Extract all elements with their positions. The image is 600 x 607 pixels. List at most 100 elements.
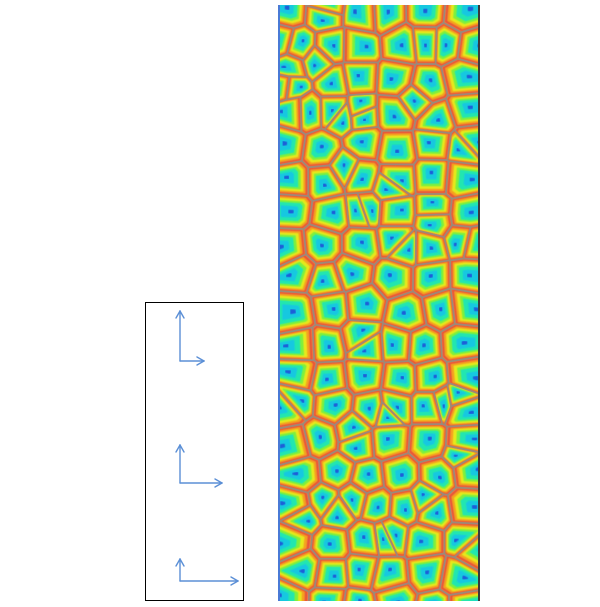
field-cell (372, 258, 413, 299)
field-cell (451, 193, 480, 227)
field-cell (303, 417, 338, 459)
field-cell (278, 390, 305, 428)
vertical-arrowhead-right (179, 558, 185, 567)
cell-boundary (349, 105, 380, 131)
field-cell (343, 62, 378, 95)
field-cell (309, 587, 346, 601)
field-cell (278, 125, 305, 165)
field-cell (344, 28, 381, 63)
field-cell (383, 292, 426, 331)
field-cell (344, 587, 375, 601)
field-cell (407, 554, 446, 593)
field-cell (278, 5, 306, 28)
cell-boundary (305, 5, 346, 17)
field-cell (278, 485, 309, 521)
field-cell (335, 411, 373, 442)
field-cell (345, 159, 380, 194)
cell-boundary (453, 124, 480, 160)
field-cell (311, 292, 348, 328)
field-cell (419, 457, 456, 495)
field-cell (278, 328, 313, 360)
field-cell (380, 22, 417, 64)
field-cell (450, 590, 480, 601)
cell-boundary (448, 589, 480, 601)
field-cell (371, 556, 409, 592)
cell-boundary (443, 224, 472, 262)
field-cell (372, 172, 411, 201)
cell-boundary (374, 400, 408, 428)
vertical-arrowhead-left (175, 444, 181, 453)
field-cell (413, 260, 450, 297)
field-cell (305, 6, 343, 32)
field-cell (311, 525, 350, 559)
field-cell (415, 358, 449, 392)
horizontal-arrowhead-top (196, 356, 205, 362)
field-cell (454, 453, 480, 489)
field-cell (278, 522, 311, 562)
horizontal-arrowhead-top (230, 576, 239, 582)
cell-boundary (302, 43, 337, 84)
field-cell (441, 324, 480, 362)
field-cell (445, 396, 480, 427)
field-cell (451, 289, 480, 326)
field-cell (303, 45, 335, 82)
field-cell (338, 431, 374, 462)
field-cell (414, 159, 448, 194)
field-cell (361, 487, 391, 523)
cell-boundary (373, 519, 400, 558)
cell-boundary (328, 145, 361, 191)
field-cell (287, 25, 316, 60)
field-cell (342, 127, 382, 160)
field-cell (413, 214, 452, 237)
field-cell (306, 5, 345, 15)
cellular-pattern-icon (278, 5, 480, 601)
field-cell (374, 521, 398, 557)
cell-boundary (409, 479, 446, 515)
field-cell (415, 193, 451, 215)
field-cell (376, 59, 415, 96)
field-cell (447, 383, 480, 406)
cell-boundary (452, 533, 480, 573)
cell-boundary (371, 170, 414, 202)
field-cell (444, 225, 471, 260)
field-cell (347, 519, 379, 557)
cell-boundary (278, 23, 295, 59)
axis-arrows-group (175, 310, 239, 586)
field-cell (352, 390, 382, 428)
field-cell (444, 522, 480, 557)
field-cell (449, 488, 480, 524)
field-cell (404, 522, 444, 559)
field-cell (346, 331, 383, 362)
field-cell (308, 482, 339, 519)
field-cell (307, 262, 344, 297)
field-cell (345, 193, 370, 228)
field-cell (375, 402, 405, 427)
cell-boundary (278, 388, 307, 430)
field-cell (435, 23, 461, 66)
field-cell (387, 229, 417, 267)
field-cell (278, 549, 319, 591)
field-cell (310, 194, 349, 234)
field-cell (300, 90, 322, 134)
field-cell (458, 27, 480, 65)
cell-boundary (339, 319, 384, 355)
field-cell (413, 27, 437, 64)
field-cell (377, 95, 415, 131)
field-cell (313, 325, 346, 363)
field-cell (304, 225, 342, 263)
cell-boundary (278, 96, 303, 133)
field-cell (346, 553, 379, 590)
field-cell (302, 129, 342, 167)
field-cell (442, 445, 480, 468)
field-cell (350, 458, 384, 493)
field-cell (422, 289, 455, 331)
field-cell (374, 5, 406, 36)
field-cell (416, 230, 450, 265)
cell-boundary (337, 481, 368, 522)
frame-top-axes (175, 310, 205, 366)
field-cell (374, 583, 417, 601)
field-cell (406, 5, 445, 27)
field-cell (381, 517, 409, 557)
field-cell (342, 227, 381, 264)
